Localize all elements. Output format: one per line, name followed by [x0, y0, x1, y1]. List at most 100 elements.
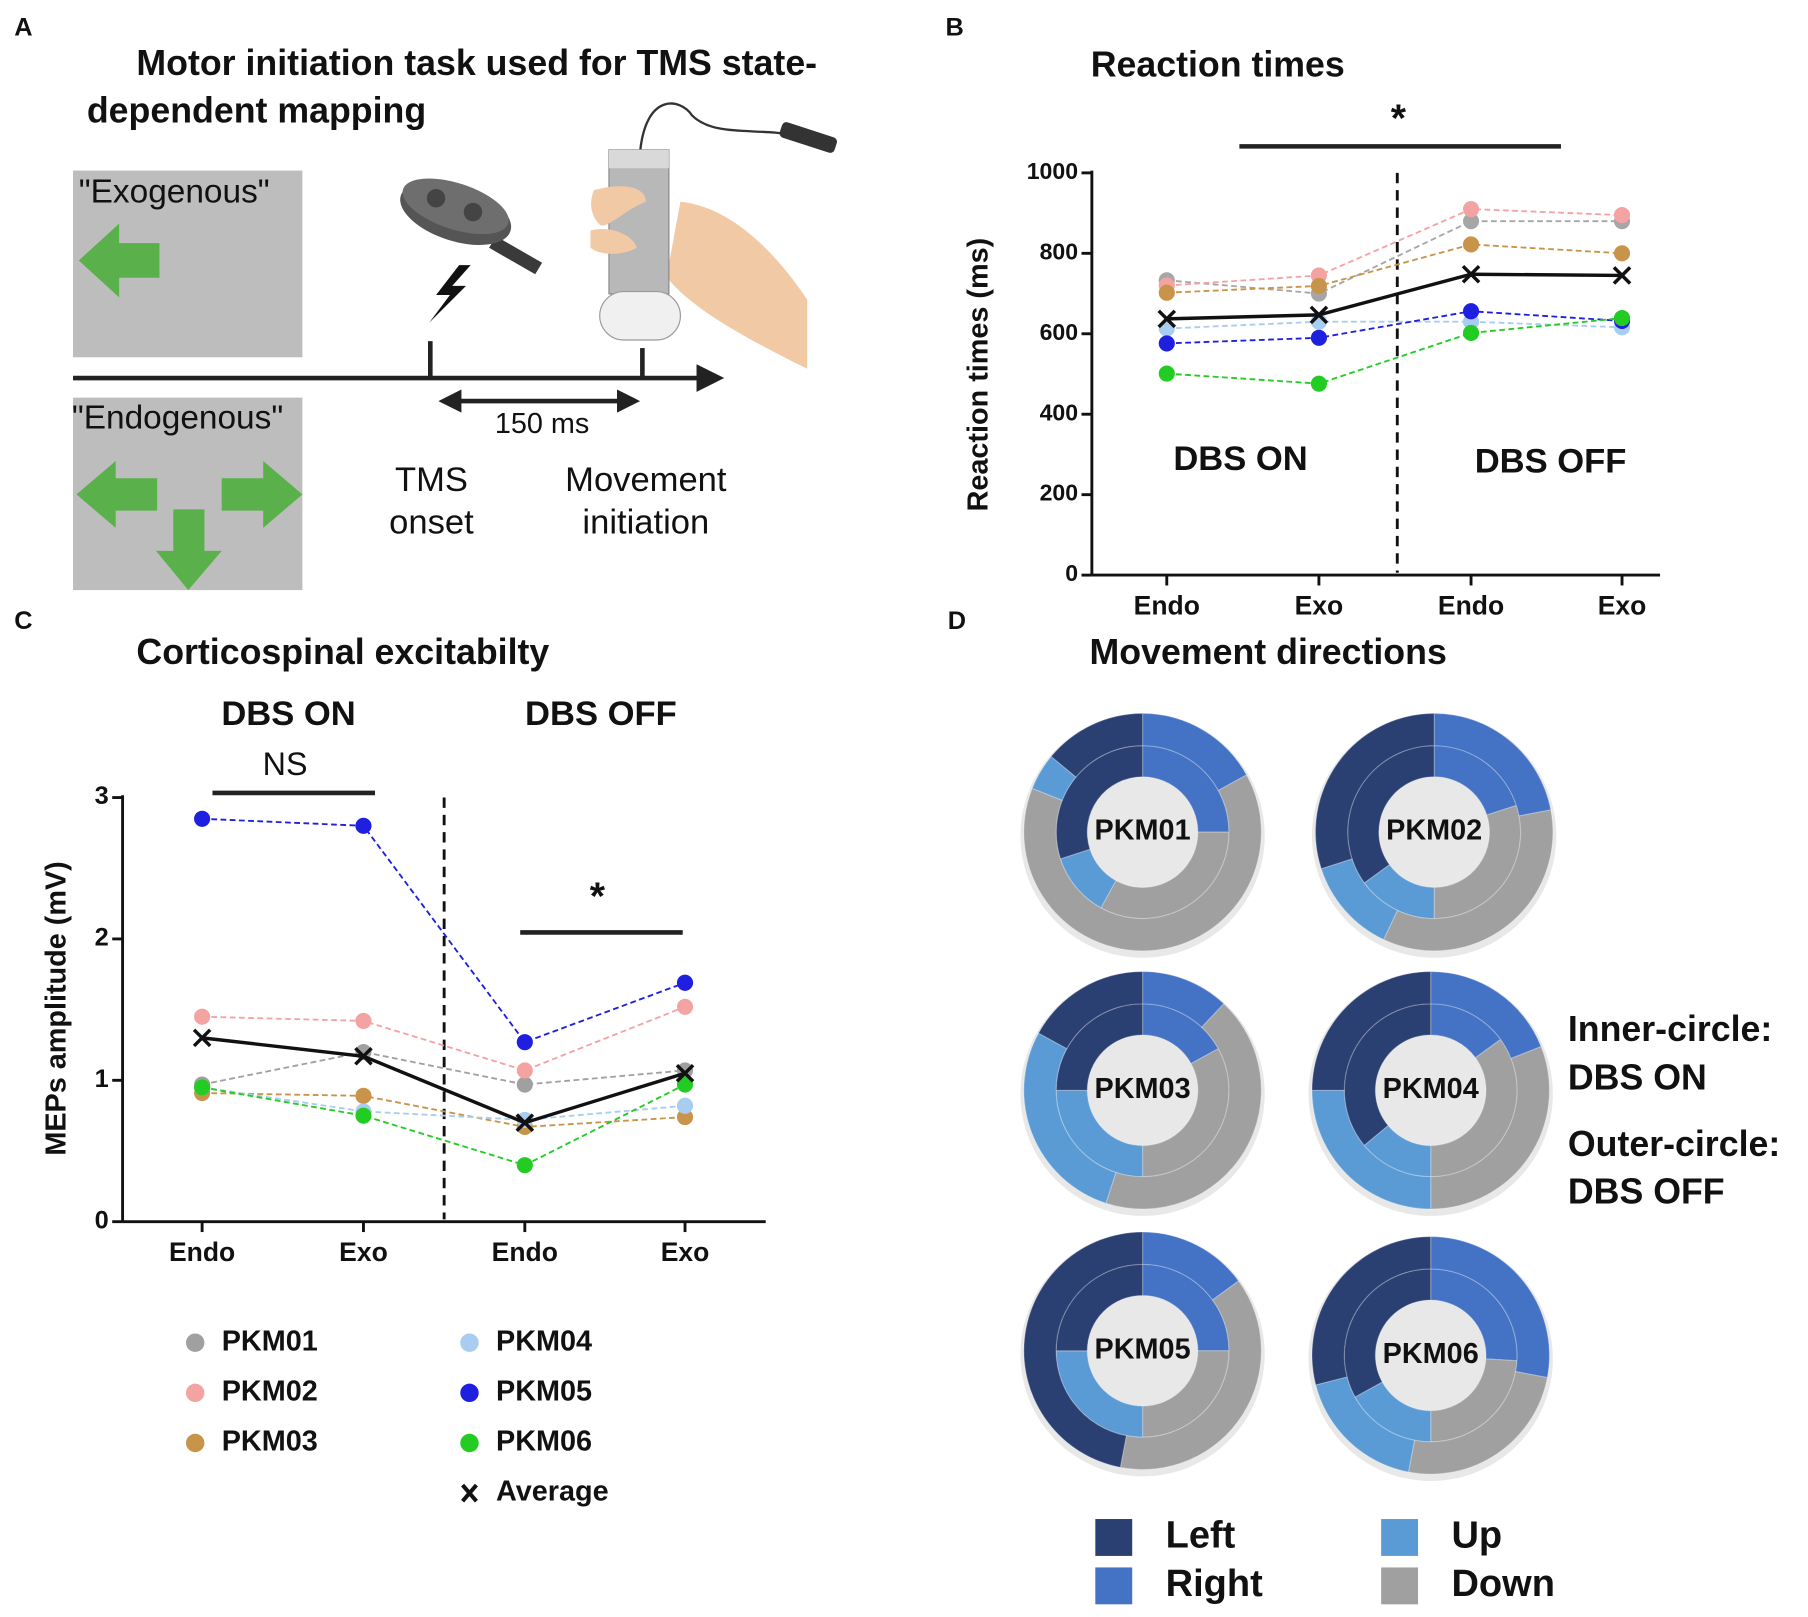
- exogenous-label: "Exogenous": [79, 173, 270, 210]
- movement-label: Movement: [565, 461, 727, 499]
- down-arrow: [156, 509, 222, 591]
- donut-label: PKM05: [1095, 1333, 1191, 1365]
- y-tick-label: 800: [1040, 238, 1078, 264]
- donut-segment: [1141, 1003, 1220, 1065]
- legend-marker: [460, 1383, 479, 1403]
- chart-title: Corticospinal excitabilty: [136, 632, 549, 672]
- y-axis-label: Reaction times (ms): [963, 238, 995, 512]
- series-line: [1166, 220, 1623, 295]
- donut-segment: [1382, 809, 1554, 952]
- panel-label: A: [14, 14, 32, 42]
- donut-segment: [1347, 745, 1435, 884]
- legend-marker: [460, 1333, 479, 1352]
- donut-segment: [1315, 1376, 1416, 1473]
- legend-marker: [185, 1333, 205, 1352]
- point: [1462, 201, 1480, 218]
- legend-label: PKM01: [222, 1325, 318, 1357]
- donut-segment: [1433, 804, 1522, 920]
- point: [1158, 335, 1175, 352]
- legend-label: PKM04: [496, 1325, 592, 1357]
- donut-label: PKM03: [1095, 1073, 1191, 1105]
- panel-label: C: [14, 607, 32, 635]
- donut-segment: [1119, 1280, 1262, 1470]
- average-marker: [1612, 266, 1632, 285]
- series-line: [202, 817, 686, 1044]
- series-line: [201, 1051, 686, 1086]
- y-tick-label: 200: [1040, 480, 1078, 506]
- interval-heads: [438, 389, 641, 413]
- y-tick-label: 400: [1040, 399, 1078, 425]
- series-line: [1166, 320, 1623, 330]
- donut-segment: [1311, 971, 1432, 1091]
- point: [676, 1108, 694, 1126]
- annotation: DBS ON: [1568, 1057, 1707, 1097]
- point: [355, 1087, 372, 1104]
- legend-marker: [460, 1433, 479, 1453]
- legend-swatch: [1381, 1519, 1419, 1556]
- point: [1462, 213, 1480, 230]
- donut-segment: [1023, 1231, 1144, 1469]
- chart-title: Reaction times: [1091, 44, 1345, 84]
- donut-segment: [1055, 1003, 1144, 1091]
- annotation: *: [1391, 97, 1407, 140]
- timeline-head: [696, 364, 725, 392]
- point: [516, 1062, 533, 1079]
- average-marker: [675, 1063, 695, 1083]
- donut-label: PKM06: [1383, 1338, 1479, 1370]
- series-line: [1166, 317, 1623, 385]
- point: [1310, 375, 1327, 392]
- series-line: [1166, 208, 1623, 287]
- point: [676, 1097, 694, 1114]
- response-device: [590, 102, 837, 369]
- point: [1158, 284, 1175, 301]
- donut-segment: [1430, 1045, 1550, 1210]
- donut-segment: [1023, 1032, 1117, 1204]
- y-tick-label: 1: [95, 1065, 109, 1093]
- endogenous-label: "Endogenous": [72, 399, 283, 436]
- average-marker: [1157, 309, 1177, 329]
- donut-segment: [1343, 1268, 1432, 1398]
- donut-segment: [1037, 971, 1144, 1050]
- legend-marker: [185, 1433, 205, 1453]
- average-marker: [1309, 305, 1329, 325]
- annotation: DBS OFF: [525, 695, 677, 733]
- left-arrow: [78, 223, 160, 298]
- legend-swatch: [1095, 1567, 1133, 1605]
- point: [1613, 310, 1631, 327]
- donut-segment: [1141, 1047, 1230, 1178]
- legend-label: Average: [496, 1476, 609, 1508]
- annotation: NS: [263, 746, 308, 782]
- legend-label: Up: [1451, 1515, 1502, 1557]
- donut-segment: [1354, 1381, 1432, 1443]
- chart-title: Movement directions: [1090, 632, 1447, 672]
- y-tick-label: 0: [95, 1206, 109, 1234]
- x-tick-label: Exo: [1295, 590, 1344, 620]
- diagram-title: dependent mapping: [87, 90, 426, 130]
- donut-segment: [1430, 1236, 1550, 1379]
- legend-marker: [185, 1383, 205, 1403]
- x-tick-label: Endo: [1438, 590, 1504, 620]
- point: [1310, 277, 1327, 294]
- point: [194, 810, 211, 827]
- x-tick-label: Endo: [1134, 590, 1200, 620]
- x-tick-label: Endo: [169, 1237, 235, 1267]
- series-line: [1166, 310, 1623, 345]
- y-axis-label: MEPs amplitude (mV): [41, 861, 73, 1155]
- interval-label: 150 ms: [495, 408, 589, 440]
- right-arrow: [221, 461, 303, 528]
- donut-segment: [1023, 774, 1262, 952]
- legend-label: Left: [1166, 1515, 1236, 1557]
- point: [194, 1079, 211, 1096]
- donut-segment: [1430, 1268, 1518, 1362]
- y-tick-label: 0: [1065, 560, 1078, 586]
- series-line: [1166, 243, 1623, 294]
- y-tick-label: 1000: [1027, 158, 1078, 184]
- average-marker: [1461, 264, 1481, 284]
- task-diagram: Motor initiation task used for TMS state…: [72, 43, 837, 591]
- donut-segment: [1050, 712, 1144, 778]
- x-tick-label: Exo: [661, 1237, 710, 1267]
- donut-segment: [1100, 831, 1230, 920]
- point: [1462, 303, 1480, 320]
- left-arrow: [76, 461, 158, 528]
- y-tick-label: 600: [1040, 319, 1078, 345]
